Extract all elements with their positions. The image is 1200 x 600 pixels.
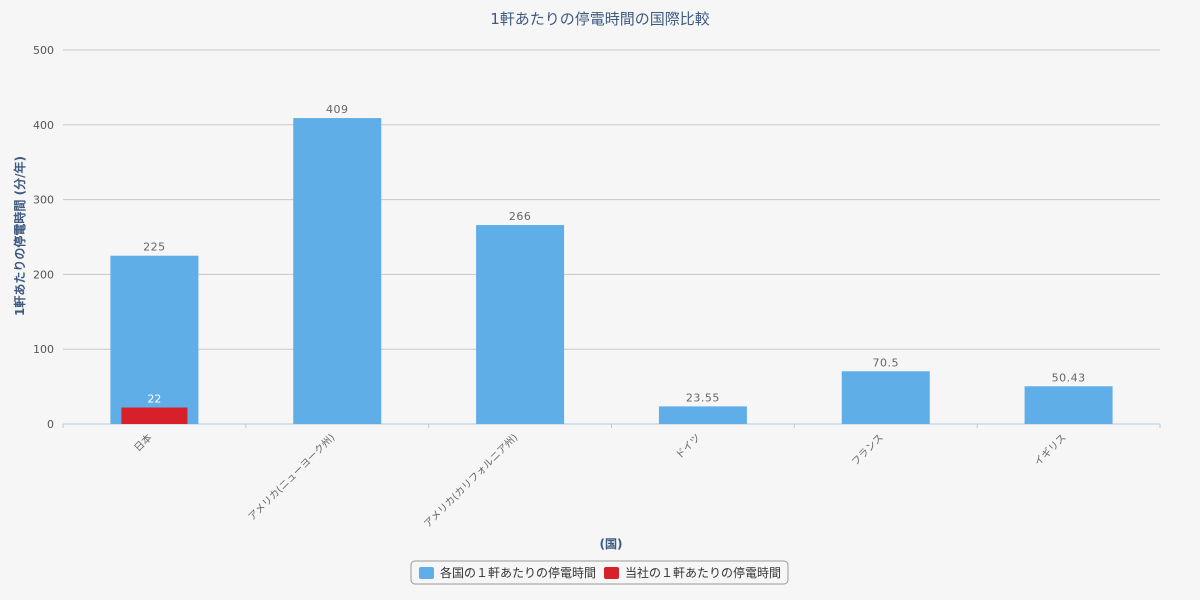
data-label-0-3: 23.55 xyxy=(686,391,720,404)
y-tick-label: 500 xyxy=(33,44,54,57)
y-tick-label: 200 xyxy=(33,268,54,281)
data-labels: 225 409 266 23.55 70.5 50.43 22 xyxy=(143,103,1085,405)
y-tick-label: 0 xyxy=(47,418,54,431)
legend-label: 各国の１軒あたりの停電時間 xyxy=(440,565,596,580)
bar-0-0[interactable] xyxy=(110,255,199,424)
bar-0-3[interactable] xyxy=(658,406,747,424)
legend-swatch xyxy=(419,567,434,579)
x-tick-label: イギリス xyxy=(1032,432,1069,469)
y-axis-ticks: 0 100 200 300 400 500 xyxy=(33,44,54,431)
x-tick-label: フランス xyxy=(849,432,886,469)
legend-item-1[interactable]: 当社の１軒あたりの停電時間 xyxy=(604,565,781,580)
data-label-0-4: 70.5 xyxy=(873,356,900,369)
y-tick-label: 300 xyxy=(33,194,54,207)
x-tick-label: 日本 xyxy=(131,431,154,454)
bar-0-2[interactable] xyxy=(476,225,565,424)
legend-label: 当社の１軒あたりの停電時間 xyxy=(625,565,781,580)
bars xyxy=(110,118,1113,425)
legend-swatch xyxy=(604,567,619,579)
gridlines xyxy=(62,49,1161,428)
data-label-0-5: 50.43 xyxy=(1052,371,1086,384)
x-tick-label: ドイツ xyxy=(674,432,703,461)
bar-0-4[interactable] xyxy=(841,371,930,424)
data-label-0-0: 225 xyxy=(143,241,166,254)
data-label-1-0: 22 xyxy=(147,393,161,406)
y-axis-title: 1軒あたりの停電時間 (分/年) xyxy=(12,156,27,316)
chart-title: 1軒あたりの停電時間の国際比較 xyxy=(490,10,710,28)
x-tick-label: アメリカ(ニューヨーク州) xyxy=(246,432,338,524)
y-tick-label: 400 xyxy=(33,119,54,132)
legend: 各国の１軒あたりの停電時間 当社の１軒あたりの停電時間 xyxy=(410,560,789,585)
legend-frame xyxy=(410,560,789,585)
x-tick-label: アメリカ(カリフォルニア州) xyxy=(422,432,521,531)
data-label-0-2: 266 xyxy=(509,210,532,223)
y-tick-label: 100 xyxy=(33,343,54,356)
legend-item-0[interactable]: 各国の１軒あたりの停電時間 xyxy=(419,565,596,580)
bar-1-0[interactable] xyxy=(121,407,188,424)
bar-0-1[interactable] xyxy=(293,118,382,425)
data-label-0-1: 409 xyxy=(326,103,349,116)
x-axis-ticks: 日本 アメリカ(ニューヨーク州) アメリカ(カリフォルニア州) ドイツ フランス イギリス xyxy=(131,431,1069,530)
bar-0-5[interactable] xyxy=(1024,386,1113,424)
x-axis-title: (国) xyxy=(600,537,623,551)
